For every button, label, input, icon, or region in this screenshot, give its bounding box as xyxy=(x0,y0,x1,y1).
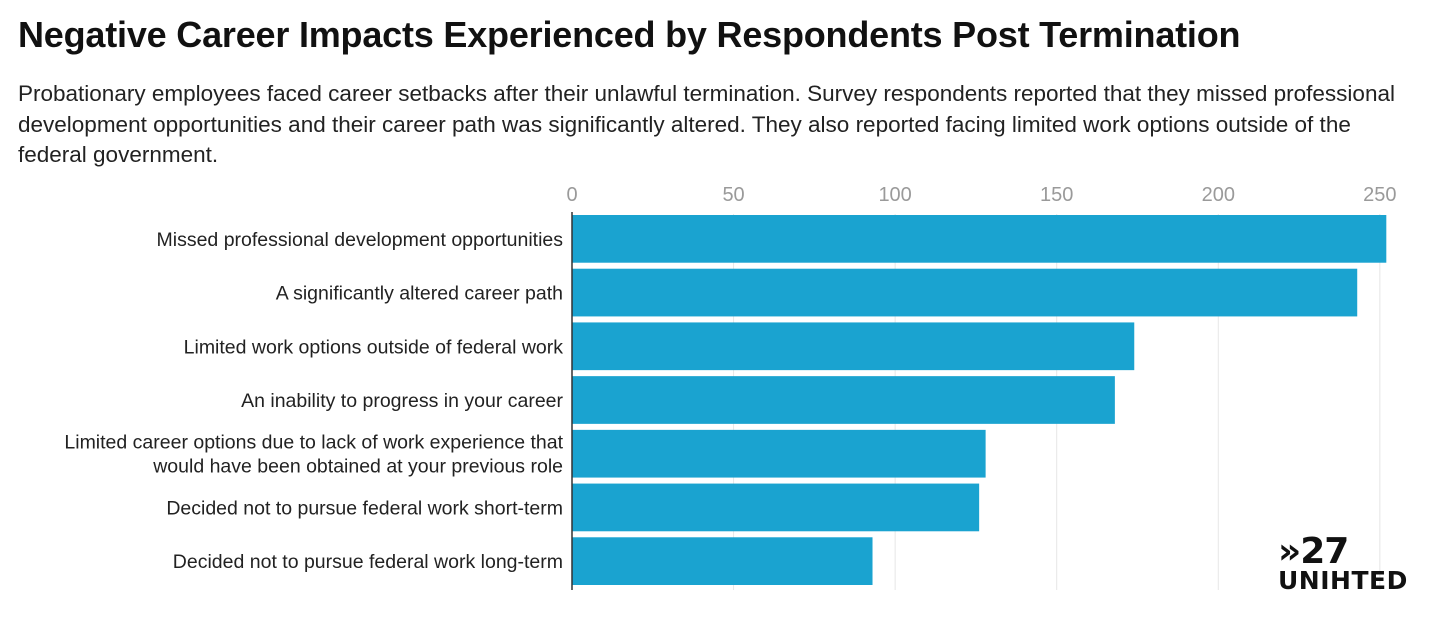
x-tick-label: 0 xyxy=(566,184,577,206)
x-tick-labels: 0 50 100 150 200 250 xyxy=(566,184,1396,206)
chart-title: Negative Career Impacts Experienced by R… xyxy=(18,14,1241,55)
x-tick-label: 100 xyxy=(878,184,911,206)
category-label: A significantly altered career path xyxy=(276,283,563,305)
category-label: Limited career options due to lack of wo… xyxy=(64,432,563,454)
category-label: Missed professional development opportun… xyxy=(157,229,564,251)
category-label: Decided not to pursue federal work long-… xyxy=(173,551,563,573)
category-labels: Missed professional development opportun… xyxy=(64,229,563,573)
bar xyxy=(572,429,986,478)
bar xyxy=(572,268,1358,317)
x-tick-label: 200 xyxy=(1202,184,1235,206)
bar xyxy=(572,376,1115,424)
bar xyxy=(572,537,873,585)
category-label: An inability to progress in your career xyxy=(241,390,563,412)
logo-wordmark: UNIHTED xyxy=(1278,566,1408,595)
bar xyxy=(572,215,1387,263)
category-label: Decided not to pursue federal work short… xyxy=(166,497,563,519)
category-label: would have been obtained at your previou… xyxy=(152,456,563,478)
bars xyxy=(572,215,1387,585)
x-tick-label: 50 xyxy=(722,184,744,206)
brand-logo: »27 UNIHTED xyxy=(1278,534,1428,596)
chart-subtitle: Probationary employees faced career setb… xyxy=(18,81,1395,167)
bar xyxy=(572,322,1135,371)
category-label: Limited work options outside of federal … xyxy=(184,336,564,358)
bar xyxy=(572,483,980,532)
x-tick-label: 250 xyxy=(1363,184,1396,206)
x-tick-label: 150 xyxy=(1040,184,1073,206)
logo-number: »27 xyxy=(1278,531,1349,572)
